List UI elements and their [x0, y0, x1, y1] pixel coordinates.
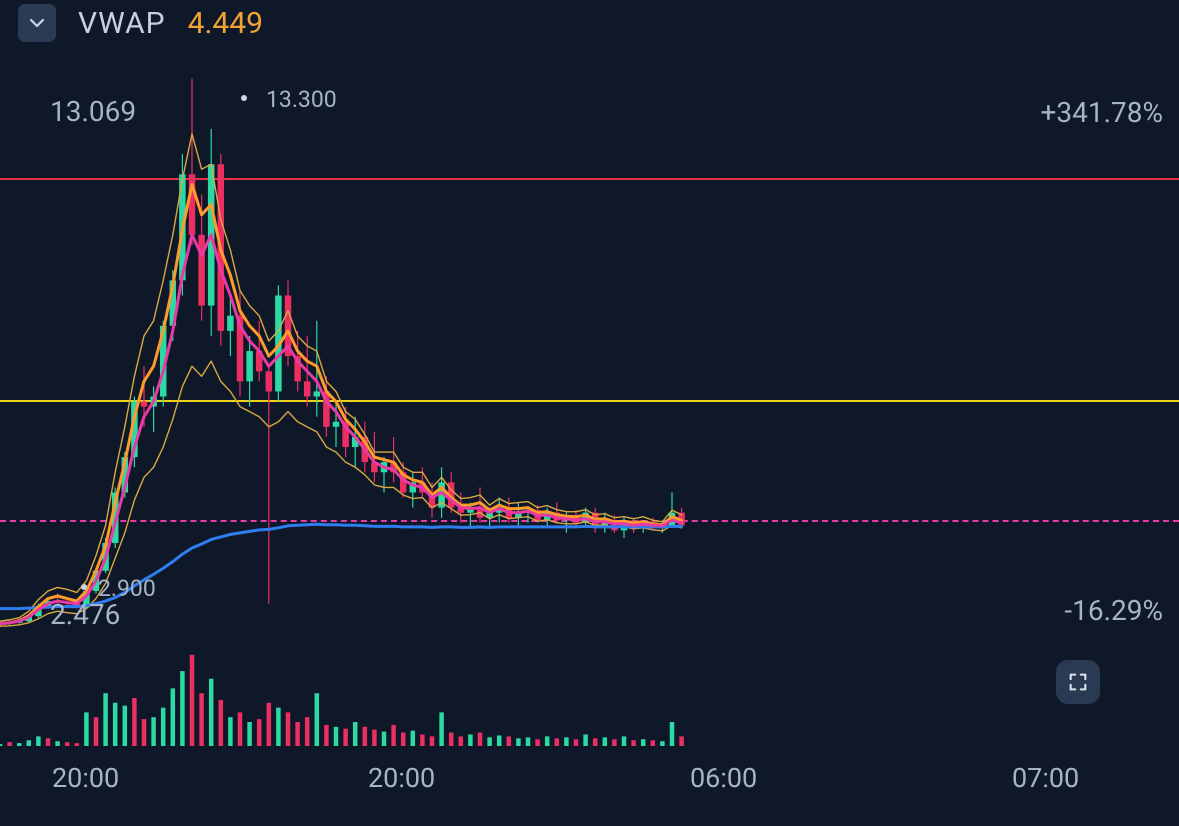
- x-axis-tick: 20:00: [368, 762, 435, 794]
- fullscreen-icon: [1067, 671, 1089, 693]
- y-axis-top-label: 13.069: [50, 95, 136, 128]
- x-axis-tick: 20:00: [52, 762, 119, 794]
- volume-chart[interactable]: [0, 0, 1179, 826]
- low-annotation-dot: [81, 584, 87, 590]
- high-annotation-label: 13.300: [266, 86, 337, 113]
- x-axis-tick: 06:00: [690, 762, 757, 794]
- x-axis-tick: 07:00: [1012, 762, 1079, 794]
- pct-change-top: +341.78%: [1041, 96, 1163, 129]
- fullscreen-button[interactable]: [1056, 660, 1100, 704]
- high-annotation-dot: [241, 95, 247, 101]
- pct-change-bottom: -16.29%: [1064, 594, 1163, 627]
- y-axis-bottom-label: 2.476: [50, 598, 120, 631]
